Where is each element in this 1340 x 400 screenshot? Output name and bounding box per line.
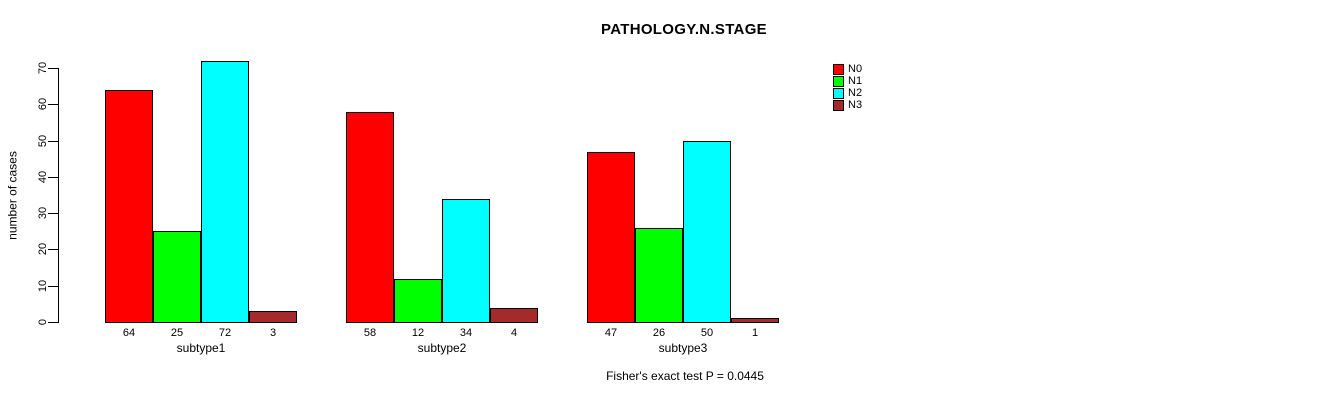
bar-n0-subtype1 bbox=[105, 89, 153, 323]
bar-n1-subtype3 bbox=[635, 227, 683, 323]
bar-value-label: 1 bbox=[751, 327, 759, 339]
legend-label: N1 bbox=[848, 75, 863, 87]
y-tick-label: 10 bbox=[37, 279, 49, 293]
bar-value-label: 72 bbox=[218, 327, 232, 339]
bar-value-label: 58 bbox=[363, 327, 377, 339]
bar-value-label: 25 bbox=[170, 327, 184, 339]
legend-item: N3 bbox=[833, 99, 862, 111]
y-tick-label: 30 bbox=[37, 206, 49, 220]
chart-title: PATHOLOGY.N.STAGE bbox=[601, 21, 767, 38]
y-tick-label: 40 bbox=[37, 170, 49, 184]
y-tick-label: 20 bbox=[37, 242, 49, 256]
legend-swatch-n0 bbox=[833, 63, 844, 75]
legend-label: N2 bbox=[848, 87, 863, 99]
legend-swatch-n2 bbox=[833, 87, 844, 99]
y-tick bbox=[48, 104, 58, 105]
legend-swatch-n1 bbox=[833, 75, 844, 87]
bar-n1-subtype2 bbox=[394, 278, 442, 323]
x-category-label: subtype2 bbox=[417, 341, 467, 355]
legend-swatch-n3 bbox=[833, 99, 844, 111]
bar-n2-subtype1 bbox=[201, 60, 249, 323]
y-tick-label: 70 bbox=[37, 61, 49, 75]
legend-item: N0 bbox=[833, 63, 862, 75]
stat-test-annotation: Fisher's exact test P = 0.0445 bbox=[606, 369, 764, 383]
y-tick bbox=[48, 177, 58, 178]
y-tick bbox=[48, 213, 58, 214]
bar-value-label: 64 bbox=[122, 327, 136, 339]
bar-n2-subtype2 bbox=[442, 198, 490, 323]
chart-legend: N0 N1 N2 N3 bbox=[833, 63, 862, 111]
x-category-label: subtype1 bbox=[176, 341, 226, 355]
bar-n3-subtype1 bbox=[249, 311, 297, 323]
x-category-label: subtype3 bbox=[658, 341, 708, 355]
y-axis-line bbox=[58, 68, 59, 323]
bar-value-label: 34 bbox=[459, 327, 473, 339]
y-tick bbox=[48, 68, 58, 69]
y-tick bbox=[48, 249, 58, 250]
bar-value-label: 12 bbox=[411, 327, 425, 339]
y-tick-label: 60 bbox=[37, 97, 49, 111]
y-axis-label: number of cases bbox=[5, 151, 20, 240]
legend-item: N1 bbox=[833, 75, 862, 87]
y-tick-label: 50 bbox=[37, 134, 49, 148]
y-tick-label: 0 bbox=[37, 318, 49, 326]
y-tick bbox=[48, 286, 58, 287]
bar-n2-subtype3 bbox=[683, 140, 731, 323]
bar-value-label: 26 bbox=[652, 327, 666, 339]
legend-label: N0 bbox=[848, 63, 863, 75]
bar-n3-subtype2 bbox=[490, 307, 538, 323]
bar-n3-subtype3 bbox=[731, 318, 779, 323]
y-tick bbox=[48, 141, 58, 142]
y-tick bbox=[48, 322, 58, 323]
bar-value-label: 3 bbox=[269, 327, 277, 339]
bar-n0-subtype2 bbox=[346, 111, 394, 323]
bar-value-label: 4 bbox=[510, 327, 518, 339]
bar-n1-subtype1 bbox=[153, 231, 201, 323]
bar-value-label: 50 bbox=[700, 327, 714, 339]
legend-item: N2 bbox=[833, 87, 862, 99]
bar-value-label: 47 bbox=[604, 327, 618, 339]
legend-label: N3 bbox=[848, 99, 863, 111]
bar-n0-subtype3 bbox=[587, 151, 635, 323]
